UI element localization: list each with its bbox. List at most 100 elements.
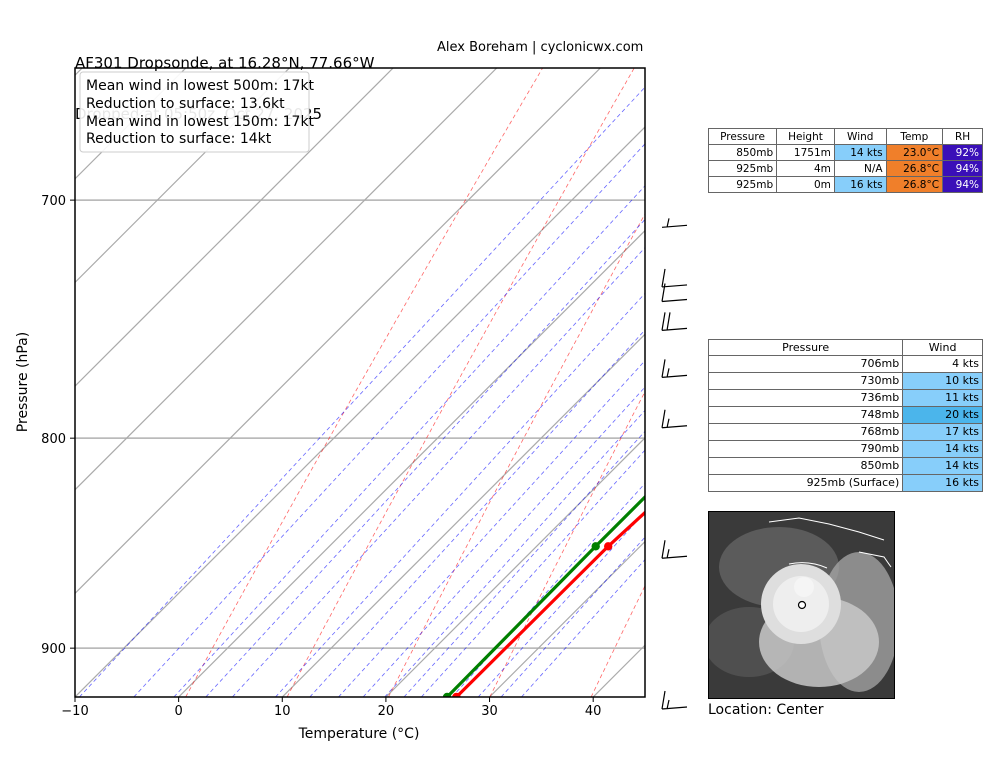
mixing-ratio-line <box>79 86 645 697</box>
pressure-cell: 706mb <box>707 355 904 373</box>
wind-barbs <box>661 218 688 710</box>
temperature-point <box>604 542 613 551</box>
isotherm-line <box>75 68 187 180</box>
mixing-ratio-line <box>275 292 645 697</box>
column-header: Wind <box>833 128 887 145</box>
dry-adiabat <box>590 584 645 697</box>
rh-cell: 94% <box>942 176 983 193</box>
dewpoint-point <box>591 542 600 551</box>
mixing-ratio-line <box>521 559 645 697</box>
wind-barb-stroke <box>661 359 688 378</box>
wind-cell: 16 kts <box>902 474 983 492</box>
wind-barb <box>661 218 688 228</box>
profile-lines <box>442 494 645 697</box>
table-row: 748mb 20 kts <box>707 406 983 424</box>
column-header: Pressure <box>707 339 904 356</box>
wind-cell: 10 kts <box>902 372 983 390</box>
wind-table: Pressure Wind 706mb 4 kts 730mb 10 kts 736mb 1… <box>707 339 983 492</box>
wind-cell: 11 kts <box>902 389 983 407</box>
mixing-ratio-line <box>403 430 645 697</box>
annotation-line-1: Mean wind in lowest 500m: 17kt <box>86 78 315 94</box>
background-guides <box>75 68 700 697</box>
x-tick-label: 40 <box>585 704 602 719</box>
pressure-cell: 768mb <box>707 423 904 441</box>
x-tick-label: 30 <box>481 704 498 719</box>
pressure-cell: 850mb <box>707 457 904 475</box>
wind-barb <box>661 690 688 710</box>
satellite-caption: Location: Center <box>708 702 824 718</box>
wind-barb <box>661 359 688 378</box>
wind-barb-stroke <box>661 540 688 559</box>
wind-barb-stroke <box>661 218 688 228</box>
wind-barb-stroke <box>661 283 688 303</box>
wind-cell: 14 kts <box>902 457 983 475</box>
isotherm-line <box>385 437 645 697</box>
x-tick-label: −10 <box>61 704 88 719</box>
coastline-jamaica <box>788 562 828 569</box>
wind-cell: 20 kts <box>902 406 983 424</box>
axes: −10 0 10 20 30 40 700 800 900 <box>41 194 601 719</box>
column-header: Wind <box>902 339 983 356</box>
pressure-cell: 850mb <box>707 144 778 161</box>
x-tick-label: 20 <box>378 704 395 719</box>
isotherm-line <box>697 68 700 697</box>
table-row: 730mb 10 kts <box>707 372 983 390</box>
x-tick-label: 10 <box>274 704 291 719</box>
mixing-ratio-line <box>232 247 645 697</box>
dewpoint-line <box>445 494 645 697</box>
table-row: 736mb 11 kts <box>707 389 983 407</box>
annotation-line-4: Reduction to surface: 14kt <box>86 131 272 147</box>
dry-adiabat <box>185 68 543 697</box>
mixing-ratio-line <box>309 329 645 697</box>
height-cell: 0m <box>776 176 835 193</box>
mixing-ratio-line <box>477 511 645 697</box>
isotherm-line <box>75 68 290 284</box>
temp-cell: 23.0°C <box>885 144 944 161</box>
wind-barb-stroke <box>661 312 688 331</box>
wind-barb-stroke <box>661 690 688 710</box>
mixing-ratio-line <box>384 409 645 697</box>
satellite-image <box>708 511 895 699</box>
wind-cell: 4 kts <box>902 355 983 373</box>
mixing-ratio-line <box>451 482 645 697</box>
y-axis-label: Pressure (hPa) <box>15 332 31 432</box>
y-tick-label: 800 <box>41 432 66 447</box>
column-header: Pressure <box>707 128 778 145</box>
table-header-row: Pressure Height Wind Temp RH <box>707 128 983 145</box>
pressure-cell: 925mb <box>707 176 778 193</box>
isotherm-line <box>75 68 394 387</box>
coastline-hispaniola <box>858 551 892 568</box>
mixing-ratio-line <box>205 218 645 697</box>
x-axis-label: Temperature (°C) <box>298 726 420 742</box>
pressure-cell: 925mb (Surface) <box>707 474 904 492</box>
table-row: 925mb (Surface) 16 kts <box>707 474 983 492</box>
isotherm-line <box>178 229 645 697</box>
pressure-cell: 925mb <box>707 160 778 177</box>
isotherm-line <box>489 540 645 697</box>
dry-adiabat <box>388 213 645 697</box>
wind-barb-stroke <box>661 268 688 288</box>
wind-cell: 17 kts <box>902 423 983 441</box>
dry-adiabat <box>286 68 635 697</box>
pressure-cell: 748mb <box>707 406 904 424</box>
table-header-row: Pressure Wind <box>707 339 983 356</box>
temp-cell: 26.8°C <box>885 176 944 193</box>
wind-cell: N/A <box>833 160 887 177</box>
isotherm-line <box>75 68 498 491</box>
mixing-ratio-line <box>133 143 645 697</box>
table-row: 850mb 1751m 14 kts 23.0°C 92% <box>707 144 983 161</box>
plot-frame <box>74 67 646 698</box>
wind-barb <box>661 409 688 429</box>
drop-location-marker <box>797 600 807 610</box>
column-header: Temp <box>885 128 944 145</box>
annotation-line-2: Reduction to surface: 13.6kt <box>86 96 285 112</box>
height-cell: 4m <box>776 160 835 177</box>
table-row: 850mb 14 kts <box>707 457 983 475</box>
table-row: 768mb 17 kts <box>707 423 983 441</box>
y-tick-label: 900 <box>41 642 66 657</box>
column-header: RH <box>942 128 983 145</box>
mixing-ratio-line <box>362 386 645 697</box>
wind-summary-box: Mean wind in lowest 500m: 17kt Reduction… <box>79 71 315 153</box>
pressure-cell: 790mb <box>707 440 904 458</box>
isotherm-line <box>75 126 645 697</box>
